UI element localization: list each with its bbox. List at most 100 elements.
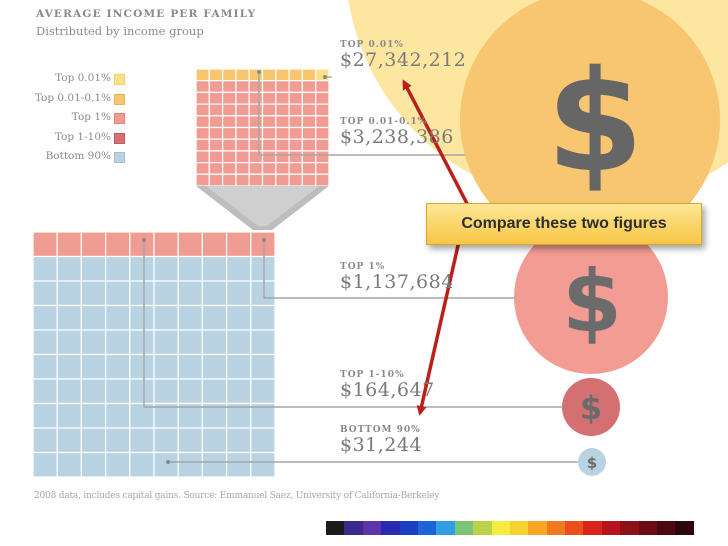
cell-top-1	[195, 162, 210, 175]
arrow-to-bottom-90	[416, 227, 464, 416]
cell-bottom-90	[177, 255, 203, 282]
cell-top-1	[250, 231, 276, 258]
cell-bottom-90	[177, 451, 203, 478]
cell-top-1	[261, 91, 277, 105]
cell-bottom-90	[201, 427, 228, 454]
arrow-to-top-0.01	[402, 79, 476, 218]
cell-top-1	[208, 103, 224, 117]
cell-bottom-90	[201, 304, 228, 331]
cell-top-1	[261, 173, 277, 187]
color-bar-swatch	[565, 521, 584, 535]
color-bar-swatch	[362, 521, 382, 535]
cell-top-1	[288, 126, 304, 140]
cell-top-1	[195, 138, 210, 152]
figure-top-0.01: TOP 0.01% $27,342,212	[340, 40, 466, 71]
cell-top-1	[261, 162, 277, 175]
cell-bottom-90	[201, 451, 228, 478]
color-bar-swatch	[491, 521, 510, 535]
cell-top-1	[301, 91, 317, 105]
dollar-circle-top-1-10	[562, 378, 620, 436]
cell-bottom-90	[32, 378, 58, 405]
cell-top-1	[195, 173, 210, 187]
cell-bottom-90	[80, 304, 107, 331]
cell-top-1	[235, 126, 250, 140]
cell-bottom-90	[153, 329, 179, 356]
figure-label: TOP 1%	[340, 262, 386, 272]
figure-value: $3,238,386	[340, 126, 454, 148]
color-bar-swatch	[638, 521, 658, 535]
cell-top-1	[248, 91, 264, 105]
cell-top-1	[315, 80, 330, 93]
color-bar-swatch	[417, 521, 437, 535]
cell-top-1	[248, 103, 264, 117]
dollar-icon: $	[546, 41, 643, 204]
cell-top-1	[315, 150, 330, 164]
cell-top-1	[288, 162, 304, 175]
cell-bottom-90	[201, 255, 228, 282]
figure-label: TOP 0.01-0.1%	[340, 117, 428, 127]
cell-top-1	[288, 80, 304, 93]
dollar-icon: $	[580, 389, 602, 427]
color-bar-swatch	[344, 521, 363, 535]
cell-top-1	[201, 231, 228, 258]
cell-bottom-90	[153, 378, 179, 405]
cell-top-1	[261, 150, 277, 164]
cell-bottom-90	[226, 427, 252, 454]
cell-top-1	[288, 115, 304, 129]
cell-bottom-90	[104, 304, 131, 331]
cell-bottom-90	[56, 329, 83, 356]
color-bar-swatch	[473, 521, 492, 535]
connector-line	[263, 240, 515, 299]
cell-bottom-90	[32, 427, 58, 454]
cell-bottom-90	[104, 378, 131, 405]
figure-top-1-10: TOP 1-10% $164,647	[340, 370, 435, 401]
cell-top-1	[248, 115, 264, 129]
legend-item-bottom-90: Bottom 90%	[10, 148, 125, 168]
cell-top-1	[315, 91, 330, 105]
cell-bottom-90	[104, 402, 131, 429]
cell-bottom-90	[129, 353, 155, 380]
cell-top-1	[222, 91, 237, 105]
cell-bottom-90	[104, 329, 131, 356]
color-bar-swatch	[436, 521, 455, 535]
cell-top-1	[275, 138, 290, 152]
cell-bottom-90	[201, 280, 228, 307]
cell-top-1	[235, 115, 250, 129]
cell-top-1	[248, 173, 264, 187]
cell-bottom-90	[80, 402, 107, 429]
figure-value: $31,244	[340, 434, 423, 456]
legend-swatch	[114, 113, 125, 124]
connector-lines	[142, 70, 578, 464]
source-note: 2008 data, includes capital gains. Sourc…	[34, 491, 440, 501]
cell-top-1	[56, 231, 83, 258]
cell-bottom-90	[56, 304, 83, 331]
connector-line	[258, 72, 465, 156]
cell-bottom-90	[153, 427, 179, 454]
cell-top-1	[177, 231, 203, 258]
cell-top-1	[261, 80, 277, 93]
cell-top-0.01-0.1	[195, 68, 210, 82]
cell-bottom-90	[80, 451, 107, 478]
cell-top-1	[80, 231, 107, 258]
cell-bottom-90	[177, 329, 203, 356]
legend-item-top-1-10: Top 1-10%	[10, 129, 125, 149]
cell-top-1	[275, 91, 290, 105]
cell-bottom-90	[226, 378, 252, 405]
cell-top-1	[301, 173, 317, 187]
cell-bottom-90	[56, 402, 83, 429]
cell-bottom-90	[177, 427, 203, 454]
figure-label: TOP 1-10%	[340, 370, 405, 380]
cell-bottom-90	[104, 427, 131, 454]
cell-bottom-90	[250, 255, 276, 282]
cell-top-1	[315, 173, 330, 187]
cell-bottom-90	[226, 304, 252, 331]
cell-top-1	[235, 103, 250, 117]
cell-bottom-90	[129, 280, 155, 307]
cell-top-1	[301, 115, 317, 129]
waffle-cells	[32, 68, 330, 478]
callout-box: Compare these two figures	[426, 203, 702, 245]
cell-top-0.01-0.1	[288, 68, 304, 82]
cell-top-1	[301, 103, 317, 117]
figure-value: $164,647	[340, 379, 435, 401]
dollar-circle-bottom-90	[578, 448, 606, 476]
